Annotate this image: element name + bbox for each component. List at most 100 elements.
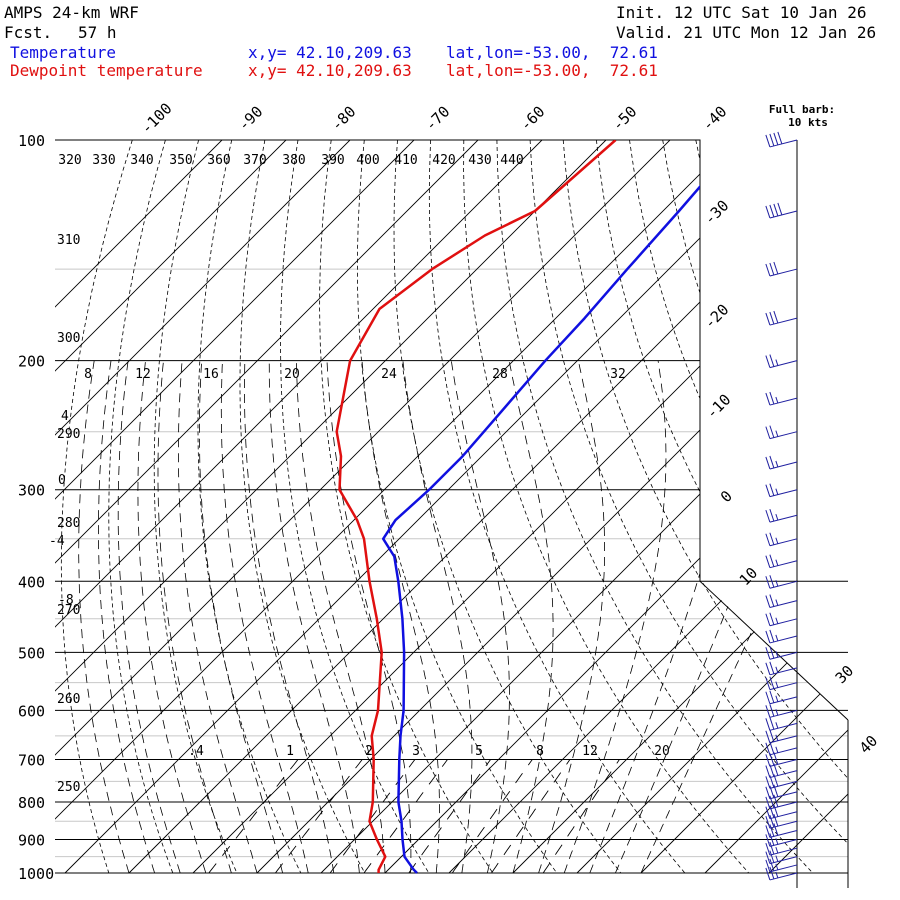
barb-shaft <box>769 722 798 731</box>
barb-shaft <box>769 847 798 856</box>
barb-half-flag <box>775 734 779 741</box>
pressure-label-300: 300 <box>18 482 45 500</box>
theta-e-label: 32 <box>610 367 626 382</box>
wind-barb <box>765 690 798 705</box>
dry-adiabat <box>828 140 848 874</box>
barb-flag <box>765 509 771 523</box>
barb-shaft <box>769 872 798 881</box>
dry-adiabat <box>862 140 900 873</box>
barb-flag <box>773 132 779 146</box>
temperature-legend: Temperature <box>10 43 116 62</box>
isotherm <box>576 140 848 874</box>
wind-barb <box>765 676 798 691</box>
theta-e-label: 12 <box>135 367 151 382</box>
pressure-label-100: 100 <box>18 132 45 150</box>
moist-adiabat <box>450 360 510 874</box>
dry-adiabat <box>428 140 686 874</box>
barb-flag <box>765 867 771 881</box>
wind-barb <box>765 661 798 676</box>
barb-shaft <box>769 830 798 838</box>
pressure-label-600: 600 <box>18 702 45 720</box>
wind-barb <box>765 850 798 865</box>
barb-flag <box>773 794 779 808</box>
barb-flag <box>769 262 775 276</box>
moist-adiabat <box>268 360 360 874</box>
barb-flag <box>769 391 775 405</box>
isotherm-label: 10 <box>736 564 762 590</box>
pressure-label-900: 900 <box>18 831 45 849</box>
barb-flag <box>765 765 771 778</box>
wind-barb <box>765 833 798 847</box>
barb-half-flag <box>775 855 779 862</box>
barb-flag <box>765 662 771 675</box>
temperature-latlon: lat,lon=-53.00, 72.61 <box>446 43 658 62</box>
forecast-label: Fcst. <box>4 23 53 42</box>
isotherm <box>55 140 479 874</box>
pressure-label-400: 400 <box>18 573 45 591</box>
mixing-ratio-line <box>542 759 620 874</box>
barb-shaft <box>769 139 798 148</box>
dry-adiabat <box>496 140 814 874</box>
wind-barb <box>765 858 798 873</box>
barb-shaft <box>769 735 798 744</box>
wind-barb <box>765 483 798 498</box>
dewpoint-profile <box>335 140 617 873</box>
theta-left-label: 250 <box>57 780 80 795</box>
dry-adiabat <box>356 140 558 874</box>
isotherm-label: -10 <box>703 391 735 423</box>
mixing-ratio-label: 8 <box>536 744 544 759</box>
wind-barb <box>765 354 798 369</box>
barb-flag <box>765 786 771 799</box>
isotherm <box>512 140 848 874</box>
pressure-label-500: 500 <box>18 644 45 662</box>
barb-flag <box>765 691 771 704</box>
barb-flag <box>765 754 771 767</box>
barb-shaft <box>769 780 798 789</box>
barb-flag <box>769 532 775 545</box>
barb-flag <box>769 594 775 607</box>
barb-flag <box>765 263 771 277</box>
barb-half-flag <box>775 681 779 688</box>
barb-half-flag <box>775 846 779 854</box>
pressure-label-800: 800 <box>18 794 45 812</box>
barb-shaft <box>769 791 798 800</box>
wind-barb <box>765 741 798 756</box>
isotherm-label: -30 <box>701 197 733 229</box>
barb-flag <box>769 575 775 588</box>
barb-flag <box>765 630 771 644</box>
barb-flag <box>769 717 775 730</box>
barb-flag <box>765 134 771 148</box>
theta-label: 390 <box>321 153 344 168</box>
barb-flag <box>769 311 775 325</box>
wind-barb <box>765 391 798 406</box>
moist-adiabat <box>402 360 473 874</box>
barb-flag <box>773 752 779 765</box>
theta-label: 430 <box>468 153 491 168</box>
wind-barb <box>765 554 798 569</box>
theta-left-label: 300 <box>57 331 80 346</box>
isotherm <box>704 140 848 874</box>
isotherm <box>448 140 848 874</box>
mixing-ratio-label: 2 <box>365 744 373 759</box>
mixing-ratio-label: 3 <box>412 744 420 759</box>
wind-barb <box>765 794 798 810</box>
frame-top-right <box>55 139 701 582</box>
theta-label: 420 <box>432 153 455 168</box>
profile-series <box>335 140 742 874</box>
isotherm <box>55 140 415 874</box>
theta-left-label: 270 <box>57 603 80 618</box>
dewpoint-legend: Dewpoint temperature <box>10 61 203 80</box>
moist-adiabat <box>563 360 667 874</box>
barb-half-flag <box>775 722 779 729</box>
barb-shaft <box>769 600 798 609</box>
barb-flag <box>769 833 775 846</box>
barb-flag <box>769 805 775 818</box>
theta-label: 410 <box>394 153 417 168</box>
barb-flag <box>769 841 775 855</box>
isotherm-label: 30 <box>832 662 858 688</box>
dry-adiabat <box>562 140 848 874</box>
barb-flag <box>769 866 775 880</box>
valid-time: Valid. 21 UTC Mon 12 Jan 26 <box>616 23 877 42</box>
barb-shaft <box>769 864 798 873</box>
barb-flag <box>765 576 771 589</box>
